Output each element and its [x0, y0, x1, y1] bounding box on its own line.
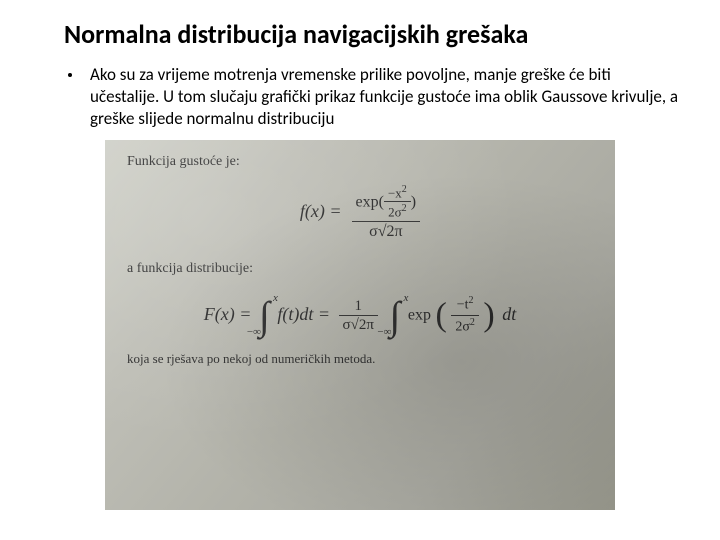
- distribution-label: a funkcija distribucije:: [127, 261, 593, 277]
- exp-prefix: exp(: [356, 194, 384, 211]
- exp-num: −x: [388, 186, 402, 201]
- ft-dt: f(t)dt =: [277, 304, 330, 324]
- one-over-sigma: 1 σ√2π: [339, 297, 378, 336]
- Fx-lhs: F(x) =: [204, 304, 252, 324]
- one: 1: [339, 297, 378, 316]
- paren-open: (: [436, 297, 447, 334]
- integral-1: x ∫ −∞: [259, 296, 270, 336]
- exp-suffix: ): [411, 194, 416, 211]
- paren-close: ): [483, 297, 494, 334]
- fx-lhs: f(x) =: [300, 201, 342, 221]
- exp-den: 2σ: [388, 205, 402, 220]
- t-num: −t: [457, 298, 469, 313]
- density-formula: f(x) = exp( −x2 2σ2 ) σ√2π: [127, 184, 593, 243]
- int1-lower: −∞: [247, 326, 261, 338]
- denom: σ√2π: [352, 222, 421, 243]
- int2-upper: x: [404, 292, 409, 304]
- t-sup: 2: [469, 295, 474, 306]
- int1-upper: x: [273, 292, 278, 304]
- slide: Normalna distribucija navigacijskih greš…: [0, 0, 720, 540]
- integral-2: x ∫ −∞: [389, 296, 400, 336]
- exp-num-sup: 2: [402, 184, 407, 195]
- bullet-marker: [68, 73, 72, 77]
- distribution-formula: F(x) = x ∫ −∞ f(t)dt = 1 σ√2π x ∫ −∞ exp…: [127, 295, 593, 336]
- exp-t-frac: −t2 2σ2: [451, 295, 479, 336]
- density-label: Funkcija gustoće je:: [127, 154, 593, 170]
- exp-den-sup: 2: [402, 203, 407, 214]
- density-fraction: exp( −x2 2σ2 ) σ√2π: [352, 184, 421, 243]
- sigma-sqrt: σ√2π: [339, 316, 378, 336]
- embedded-photo: Funkcija gustoće je: f(x) = exp( −x2 2σ2…: [105, 140, 615, 510]
- dt: dt: [502, 304, 516, 324]
- t-den: 2σ: [455, 319, 470, 334]
- exp-word: exp: [408, 307, 431, 324]
- bullet-text: Ako su za vrijeme motrenja vremenske pri…: [90, 64, 680, 130]
- bottom-note: koja se rješava po nekoj od numeričkih m…: [127, 351, 593, 367]
- int2-lower: −∞: [377, 326, 391, 338]
- bullet-item: Ako su za vrijeme motrenja vremenske pri…: [0, 64, 720, 130]
- t-den-sup: 2: [470, 317, 475, 328]
- page-title: Normalna distribucija navigacijskih greš…: [0, 18, 720, 50]
